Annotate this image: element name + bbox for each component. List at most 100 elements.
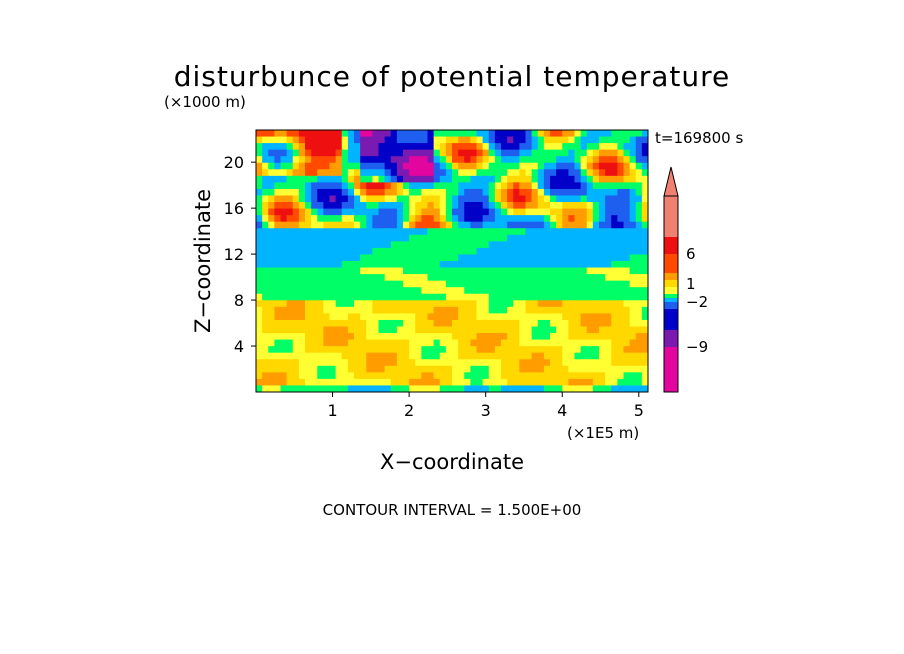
contour-cell [482, 339, 490, 347]
contour-cell [464, 221, 471, 229]
colorbar-tick-label: −9 [686, 338, 708, 356]
contour-cell [531, 149, 539, 157]
contour-cell [574, 143, 582, 151]
contour-cell [476, 352, 484, 360]
contour-cell [635, 195, 643, 203]
contour-cell [335, 346, 343, 354]
contour-cell [592, 293, 600, 301]
contour-cell [458, 175, 465, 183]
contour-cell [354, 267, 361, 275]
contour-cell [335, 208, 343, 216]
contour-cell [623, 247, 631, 256]
contour-cell [452, 169, 459, 177]
contour-cell [292, 352, 300, 360]
contour-cell [354, 208, 361, 216]
contour-cell [623, 175, 631, 183]
contour-cell [409, 175, 416, 183]
contour-cell [439, 378, 447, 387]
contour-cell [421, 241, 429, 249]
contour-cell [574, 130, 582, 138]
contour-cell [470, 182, 478, 190]
contour-cell [384, 149, 392, 157]
contour-cell [586, 333, 594, 341]
contour-cell [433, 162, 441, 170]
contour-cell [543, 280, 551, 288]
contour-cell [439, 352, 447, 360]
contour-cell [580, 221, 588, 229]
contour-cell [476, 215, 484, 223]
colorbar-segment [664, 254, 678, 273]
contour-cell [494, 359, 502, 367]
contour-cell [268, 195, 275, 203]
contour-cell [629, 261, 637, 269]
contour-cell [629, 378, 637, 387]
contour-cell [268, 188, 275, 197]
contour-cell [378, 175, 386, 183]
contour-cell [507, 130, 514, 138]
contour-cell [280, 339, 288, 347]
contour-cell [537, 182, 545, 190]
contour-cell [433, 228, 441, 236]
contour-cell [433, 365, 441, 373]
contour-cell [531, 169, 539, 177]
contour-cell [531, 319, 539, 328]
contour-cell [427, 326, 435, 334]
contour-cell [415, 267, 422, 275]
contour-cell [372, 208, 380, 216]
contour-cell [378, 215, 386, 223]
contour-cell [274, 274, 282, 282]
contour-cell [513, 378, 520, 387]
contour-cell [256, 215, 263, 223]
contour-cell [635, 280, 643, 288]
contour-cell [317, 293, 324, 301]
contour-cell [488, 156, 496, 164]
contour-cell [562, 169, 569, 177]
contour-cell [390, 143, 398, 151]
contour-cell [525, 202, 533, 210]
contour-cell [292, 188, 300, 197]
contour-cell [409, 149, 416, 157]
contour-cell [415, 293, 422, 301]
contour-cell [323, 372, 331, 380]
contour-cell [623, 293, 631, 301]
contour-cell [329, 208, 337, 216]
contour-cell [592, 169, 600, 177]
contour-cell [262, 339, 269, 347]
contour-cell [556, 254, 563, 262]
contour-cell [421, 385, 429, 392]
contour-cell [641, 247, 648, 256]
contour-cell [501, 221, 508, 229]
contour-cell [366, 247, 373, 256]
contour-cell [372, 352, 380, 360]
contour-cell [341, 280, 349, 288]
contour-cell [482, 346, 490, 354]
contour-cell [323, 215, 331, 223]
contour-cell [390, 188, 398, 197]
contour-cell [629, 352, 637, 360]
contour-cell [550, 352, 557, 360]
contour-cell [550, 313, 557, 321]
contour-cell [586, 359, 594, 367]
contour-cell [464, 274, 471, 282]
contour-cell [439, 280, 447, 288]
contour-cell [464, 267, 471, 275]
contour-cell [501, 280, 508, 288]
contour-cell [445, 267, 453, 275]
contour-cell [482, 352, 490, 360]
contour-cell [464, 313, 471, 321]
contour-cell [580, 195, 588, 203]
contour-cell [617, 267, 625, 275]
contour-cell [501, 378, 508, 387]
contour-cell [292, 365, 300, 373]
contour-cell [274, 300, 282, 308]
contour-cell [384, 378, 392, 387]
contour-cell [341, 313, 349, 321]
contour-cell [525, 228, 533, 236]
contour-cell [366, 261, 373, 269]
contour-cell [427, 372, 435, 380]
contour-cell [329, 287, 337, 295]
contour-cell [494, 136, 502, 144]
contour-cell [556, 280, 563, 288]
contour-cell [347, 156, 355, 164]
contour-cell [458, 136, 465, 144]
